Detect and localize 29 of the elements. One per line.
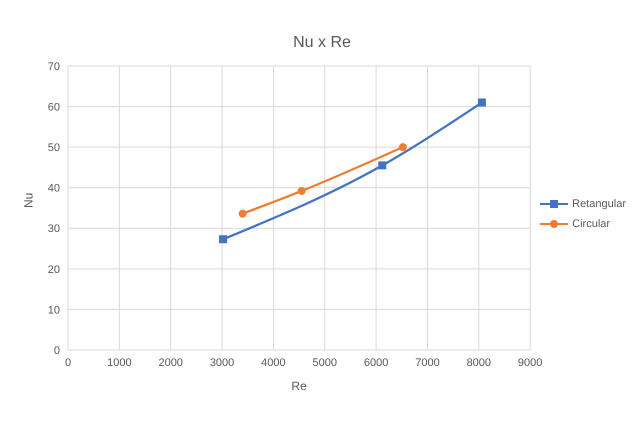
y-tick-label: 20 (48, 264, 60, 276)
x-tick-label: 7000 (415, 356, 440, 369)
point (219, 235, 228, 244)
x-tick-label: 2000 (158, 356, 183, 369)
chart-title: Nu x Re (292, 34, 352, 52)
point (298, 186, 306, 195)
y-tick-label: 70 (48, 60, 60, 73)
x-tick-label: 9000 (518, 356, 542, 369)
legend-label: Circular (572, 218, 610, 230)
x-tick-label: 3000 (210, 356, 234, 369)
point (398, 143, 407, 152)
point (478, 98, 486, 107)
y-tick-label: 30 (48, 223, 60, 236)
y-tick-label: 60 (48, 101, 60, 114)
y-tick-label: 10 (48, 304, 60, 316)
point (378, 161, 386, 170)
y-tick-label: 50 (48, 142, 60, 154)
x-tick-label: 0 (64, 356, 72, 369)
legend-label: Retangular (572, 198, 626, 210)
point (238, 210, 247, 218)
y-axis-title: Nu (21, 192, 36, 208)
x-axis-title: Re (291, 379, 308, 393)
y-tick-label: 0 (54, 344, 60, 357)
y-tick-label: 40 (48, 182, 60, 195)
x-tick-label: 1000 (107, 356, 132, 369)
x-tick-label: 4000 (261, 356, 286, 369)
x-tick-label: 8000 (466, 356, 492, 369)
x-tick-label: 5000 (312, 356, 338, 369)
x-tick-label: 6000 (364, 356, 388, 369)
